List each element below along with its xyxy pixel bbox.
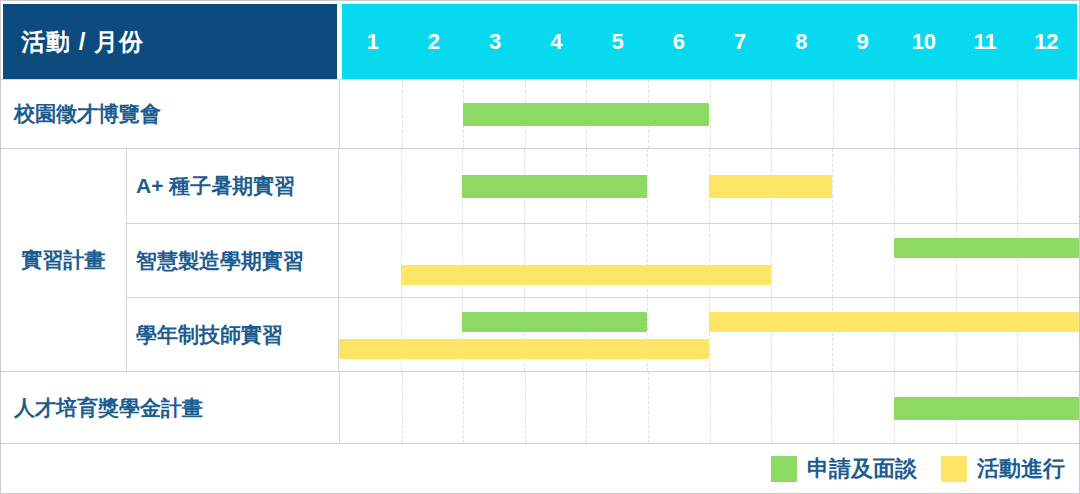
month-label: 12 bbox=[1016, 4, 1077, 79]
group-sub-rows: A+ 種子暑期實習 智慧製造學期實習 學年制技師實習 bbox=[127, 149, 1079, 371]
chart-cell-aplus-summer-internship bbox=[339, 149, 1079, 223]
gantt-bar-apply bbox=[894, 397, 1079, 420]
month-gridline bbox=[771, 80, 772, 148]
month-gridline bbox=[647, 224, 648, 297]
month-gridline bbox=[833, 372, 834, 443]
month-gridline bbox=[894, 224, 895, 297]
month-gridline bbox=[647, 149, 648, 223]
legend-item: 活動進行 bbox=[941, 454, 1065, 484]
legend-label: 活動進行 bbox=[977, 454, 1065, 484]
month-gridline bbox=[402, 372, 403, 443]
month-gridline bbox=[1017, 80, 1018, 148]
month-gridline bbox=[586, 224, 587, 297]
gantt-bar-active bbox=[709, 312, 1079, 332]
month-gridline bbox=[525, 372, 526, 443]
month-label: 2 bbox=[403, 4, 464, 79]
month-gridline bbox=[771, 224, 772, 297]
month-gridline bbox=[462, 224, 463, 297]
gantt-chart: 活動 / 月份 123456789101112 校園徵才博覽會 實習計畫 A+ … bbox=[0, 0, 1080, 494]
gantt-bar-apply bbox=[462, 175, 647, 198]
activity-row-aplus-summer-internship: A+ 種子暑期實習 bbox=[127, 149, 1079, 223]
month-gridline bbox=[832, 224, 833, 297]
header-row: 活動 / 月份 123456789101112 bbox=[1, 1, 1079, 79]
gantt-bar-apply bbox=[462, 312, 647, 332]
month-label: 4 bbox=[526, 4, 587, 79]
month-gridline bbox=[402, 80, 403, 148]
chart-cell-yearlong-technician-internship bbox=[339, 298, 1079, 371]
legend-swatch-icon bbox=[941, 456, 967, 482]
month-gridline bbox=[833, 80, 834, 148]
month-gridline bbox=[894, 149, 895, 223]
month-gridline bbox=[710, 80, 711, 148]
month-gridline bbox=[1017, 149, 1018, 223]
month-label: 11 bbox=[955, 4, 1016, 79]
month-gridline bbox=[709, 224, 710, 297]
month-gridline bbox=[956, 298, 957, 371]
month-label: 8 bbox=[771, 4, 832, 79]
month-gridline bbox=[1017, 298, 1018, 371]
legend-row: 申請及面談 活動進行 bbox=[1, 443, 1079, 494]
gantt-bar-active bbox=[339, 339, 709, 359]
row-label: A+ 種子暑期實習 bbox=[127, 149, 339, 223]
month-gridline bbox=[956, 149, 957, 223]
month-gridline bbox=[894, 298, 895, 371]
month-gridline bbox=[462, 298, 463, 371]
month-gridline bbox=[832, 298, 833, 371]
row-label: 人才培育獎學金計畫 bbox=[1, 372, 340, 443]
row-label: 學年制技師實習 bbox=[127, 298, 339, 371]
chart-cell-campus-fair bbox=[340, 80, 1079, 148]
month-gridline bbox=[401, 224, 402, 297]
gantt-bar-active bbox=[709, 175, 832, 198]
month-label: 7 bbox=[710, 4, 771, 79]
month-label: 9 bbox=[832, 4, 893, 79]
month-gridline bbox=[832, 149, 833, 223]
month-label: 10 bbox=[893, 4, 954, 79]
month-gridline bbox=[771, 372, 772, 443]
month-label: 6 bbox=[648, 4, 709, 79]
month-gridline bbox=[956, 80, 957, 148]
activity-row-smart-manufacturing-internship: 智慧製造學期實習 bbox=[127, 223, 1079, 297]
row-label: 智慧製造學期實習 bbox=[127, 224, 339, 297]
gantt-bar-apply bbox=[894, 238, 1079, 258]
month-gridline bbox=[894, 80, 895, 148]
legend: 申請及面談 活動進行 bbox=[771, 454, 1065, 484]
gantt-bar-active bbox=[401, 265, 771, 285]
month-label: 5 bbox=[587, 4, 648, 79]
month-gridline bbox=[710, 372, 711, 443]
month-gridline bbox=[648, 372, 649, 443]
activity-row-yearlong-technician-internship: 學年制技師實習 bbox=[127, 297, 1079, 371]
month-gridline bbox=[709, 298, 710, 371]
header-corner-cell: 活動 / 月份 bbox=[3, 4, 337, 79]
legend-label: 申請及面談 bbox=[807, 454, 917, 484]
group-internship-program: 實習計畫 A+ 種子暑期實習 智慧製造學期實習 學年制技師實習 bbox=[1, 148, 1079, 371]
legend-item: 申請及面談 bbox=[771, 454, 917, 484]
month-gridline bbox=[586, 298, 587, 371]
activity-row-talent-scholarship: 人才培育獎學金計畫 bbox=[1, 371, 1079, 443]
activity-row-campus-fair: 校園徵才博覽會 bbox=[1, 79, 1079, 148]
chart-cell-talent-scholarship bbox=[340, 372, 1079, 443]
row-label: 校園徵才博覽會 bbox=[1, 80, 340, 148]
gantt-bar-apply bbox=[463, 103, 709, 126]
month-gridline bbox=[586, 372, 587, 443]
month-gridline bbox=[524, 224, 525, 297]
month-gridline bbox=[401, 298, 402, 371]
month-gridline bbox=[956, 224, 957, 297]
month-gridline bbox=[463, 372, 464, 443]
month-label: 1 bbox=[342, 4, 403, 79]
month-gridline bbox=[1017, 224, 1018, 297]
chart-cell-smart-manufacturing-internship bbox=[339, 224, 1079, 297]
header-corner-label: 活動 / 月份 bbox=[21, 26, 144, 58]
legend-swatch-icon bbox=[771, 456, 797, 482]
month-header: 123456789101112 bbox=[342, 4, 1077, 79]
group-cell-label: 實習計畫 bbox=[1, 149, 127, 371]
month-gridline bbox=[647, 298, 648, 371]
month-gridline bbox=[524, 298, 525, 371]
month-gridline bbox=[771, 298, 772, 371]
month-label: 3 bbox=[465, 4, 526, 79]
month-gridline bbox=[401, 149, 402, 223]
